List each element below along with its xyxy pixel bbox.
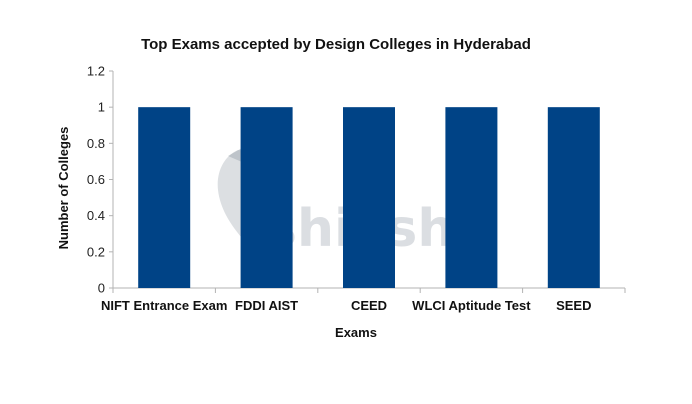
x-category-label: FDDI AIST (235, 298, 298, 313)
chart-title: Top Exams accepted by Design Colleges in… (141, 36, 531, 53)
x-axis-title: Exams (335, 325, 377, 340)
bar (138, 107, 191, 289)
y-tick-label: 1.2 (87, 64, 105, 79)
x-category-label: SEED (556, 298, 591, 313)
bar (445, 107, 498, 289)
bar (343, 107, 395, 289)
x-category-label: NIFT Entrance Exam (101, 298, 227, 313)
y-tick-label: 0.4 (87, 208, 105, 223)
bar (547, 107, 600, 289)
x-category-label: CEED (351, 298, 387, 313)
y-tick-label: 1 (98, 100, 105, 115)
y-axis-title: Number of Colleges (56, 127, 71, 250)
y-tick-label: 0 (98, 281, 105, 296)
y-tick-label: 0.2 (87, 244, 105, 259)
bar (240, 107, 293, 289)
y-tick-label: 0.6 (87, 172, 105, 187)
x-category-label: WLCI Aptitude Test (412, 298, 531, 313)
y-tick-label: 0.8 (87, 136, 105, 151)
